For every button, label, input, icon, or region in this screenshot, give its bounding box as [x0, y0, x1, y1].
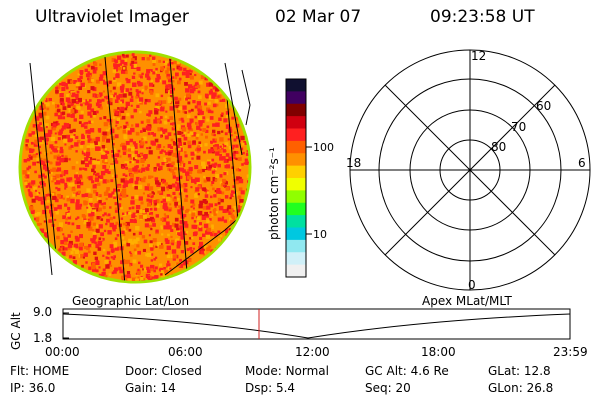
polar-diagonal	[384, 84, 556, 256]
status-dsp: Dsp: 5.4	[245, 381, 296, 395]
mlt-label-18: 18	[346, 156, 361, 170]
disk-emission	[22, 53, 249, 281]
colorbar-block	[286, 165, 306, 179]
apex-label: Apex MLat/MLT	[422, 294, 512, 308]
colorbar-block	[286, 79, 306, 92]
uv-disk-image	[18, 50, 252, 284]
status-seq: Seq: 20	[365, 381, 411, 395]
mlt-label-12: 12	[471, 49, 486, 63]
colorbar-block	[286, 128, 306, 142]
y-tick-label: 9.0	[33, 305, 52, 319]
x-tick-label: 18:00	[421, 345, 456, 359]
mlt-label-6: 6	[578, 156, 586, 170]
lat-label-60: 60	[536, 99, 551, 113]
status-door: Door: Closed	[125, 364, 202, 378]
status-ip: IP: 36.0	[10, 381, 56, 395]
colorbar-block	[286, 215, 306, 228]
colorbar: 100 10 photon cm⁻²s⁻¹	[267, 78, 334, 278]
x-tick-label: 23:59	[553, 345, 588, 359]
colorbar-tick-label: 100	[313, 141, 334, 154]
colorbar-block	[286, 140, 306, 154]
status-gain: Gain: 14	[125, 381, 176, 395]
timeline-frame	[62, 308, 571, 340]
time-label: 09:23:58 UT	[430, 7, 535, 27]
status-mode: Mode: Normal	[245, 364, 329, 378]
geographic-label: Geographic Lat/Lon	[72, 294, 190, 308]
colorbar-block	[286, 153, 306, 167]
colorbar-block	[286, 91, 306, 105]
polar-grid: 12 18 6 0 60 70 80	[346, 49, 591, 292]
status-gc-alt: GC Alt: 4.6 Re	[365, 364, 449, 378]
colorbar-gradient	[286, 79, 306, 278]
status-glon: GLon: 26.8	[488, 381, 554, 395]
colorbar-block	[286, 178, 306, 191]
colorbar-tick-label: 10	[313, 228, 327, 241]
mlt-label-0: 0	[468, 278, 476, 292]
colorbar-block	[286, 202, 306, 216]
colorbar-block	[286, 252, 306, 266]
y-tick-label: 1.8	[33, 331, 52, 345]
colorbar-block	[286, 116, 306, 129]
colorbar-block	[286, 264, 306, 278]
x-tick-label: 12:00	[295, 345, 330, 359]
instrument-title: Ultraviolet Imager	[35, 7, 189, 27]
altitude-curve	[62, 313, 571, 339]
colorbar-block	[286, 190, 306, 204]
status-flt: Flt: HOME	[10, 364, 70, 378]
colorbar-block	[286, 103, 306, 117]
status-glat: GLat: 12.8	[488, 364, 551, 378]
colorbar-block	[286, 239, 306, 253]
date-label: 02 Mar 07	[275, 7, 362, 27]
gc-alt-axis-title: GC Alt	[9, 312, 23, 350]
colorbar-frame	[285, 78, 307, 278]
colorbar-unit-label: photon cm⁻²s⁻¹	[267, 147, 281, 240]
lat-label-70: 70	[511, 120, 526, 134]
colorbar-block	[286, 227, 306, 241]
x-tick-label: 06:00	[168, 345, 203, 359]
altitude-timeline: GC Alt 9.0 1.8 00:00 06:00 12:00 18:00 2…	[9, 305, 588, 359]
lat-label-80: 80	[491, 140, 506, 154]
x-tick-label: 00:00	[45, 345, 80, 359]
